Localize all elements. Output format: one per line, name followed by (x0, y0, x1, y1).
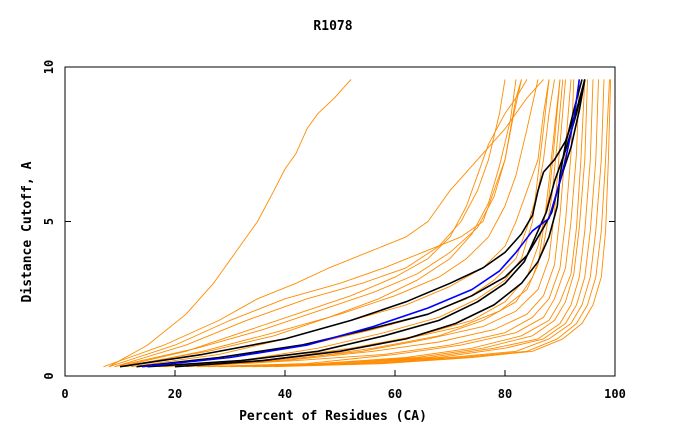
x-tick-label: 0 (61, 387, 68, 401)
x-tick-label: 100 (604, 387, 626, 401)
model-series-line (229, 79, 594, 368)
model-series-line (152, 79, 561, 368)
model-series-line (147, 79, 561, 368)
model-series-line (240, 79, 599, 368)
x-tick-label: 60 (388, 387, 402, 401)
model-series-line (114, 79, 522, 368)
highlight-series-line-black (174, 79, 583, 368)
highlight-series-line-black (136, 79, 586, 368)
chart-title: R1078 (313, 19, 352, 34)
model-series-line (251, 79, 605, 368)
model-series-line (125, 79, 539, 368)
y-tick-label: 5 (42, 218, 56, 225)
x-tick-label: 80 (498, 387, 512, 401)
model-series-line (108, 79, 352, 368)
model-series-line (174, 79, 572, 368)
highlight-series-line-black (119, 79, 586, 368)
series-group (103, 79, 612, 368)
plot-frame (64, 66, 616, 377)
model-series-line (103, 79, 544, 368)
model-series-line (207, 79, 586, 368)
model-series-line (218, 79, 588, 368)
x-tick-label: 40 (278, 387, 292, 401)
model-series-line (158, 79, 564, 368)
model-series-line (119, 79, 528, 368)
model-series-line (136, 79, 555, 368)
model-series-line (185, 79, 575, 368)
y-tick-label: 10 (42, 60, 56, 74)
model-series-line (114, 79, 506, 368)
highlight-series-line-black (147, 79, 586, 368)
model-series-line (273, 79, 612, 368)
y-axis-label: Distance Cutoff, A (20, 161, 35, 302)
x-axis-label: Percent of Residues (CA) (239, 409, 427, 424)
model-series-line (262, 79, 610, 368)
model-series-line (196, 79, 580, 368)
model-series-line (141, 79, 550, 368)
highlight-series-line-blue (141, 79, 581, 368)
x-tick-label: 20 (168, 387, 182, 401)
model-series-line (119, 79, 517, 368)
model-series-line (163, 79, 566, 368)
y-tick-label: 0 (42, 372, 56, 379)
